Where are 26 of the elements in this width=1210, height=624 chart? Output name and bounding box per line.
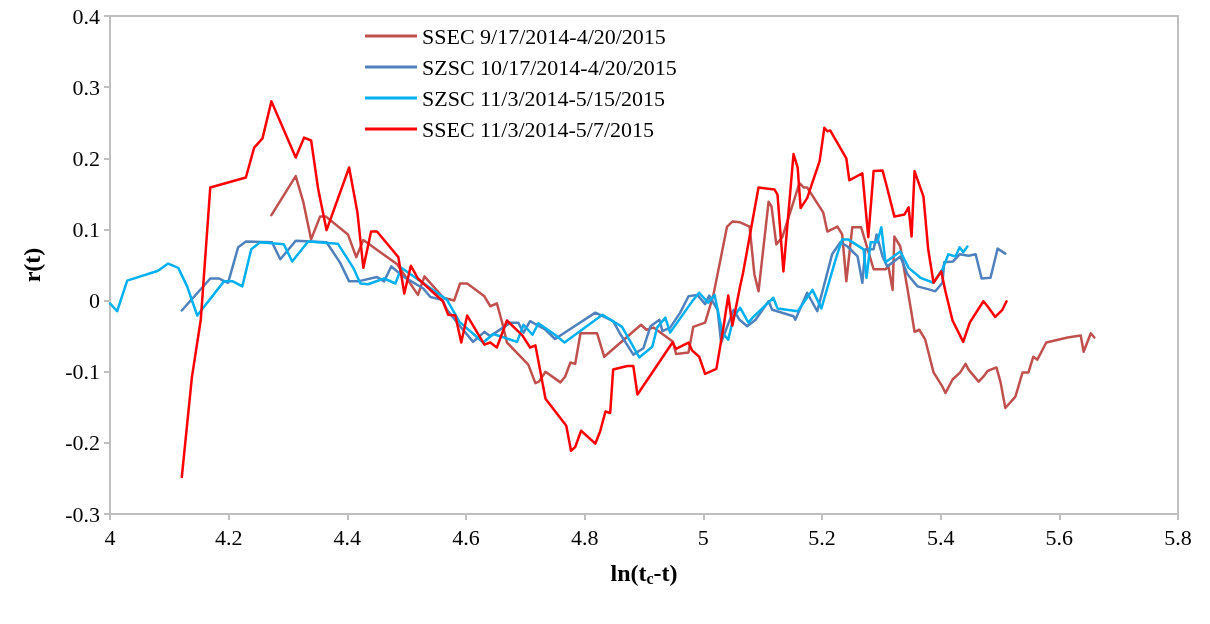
legend-label: SSEC 11/3/2014-5/7/2015 xyxy=(422,116,655,142)
y-tick-label: -0.3 xyxy=(65,501,100,527)
x-tick-label: 5.8 xyxy=(1164,524,1192,550)
x-axis-title: ln(tc-t) xyxy=(610,560,678,587)
y-tick-label: 0 xyxy=(89,288,100,314)
legend-label: SZSC 10/17/2014-4/20/2015 xyxy=(422,54,677,80)
x-tick-label: 4.6 xyxy=(452,524,480,550)
y-tick-label: 0.4 xyxy=(72,3,100,29)
x-tick-label: 5 xyxy=(697,524,709,550)
x-tick-label: 5.4 xyxy=(926,524,955,550)
legend-label: SZSC 11/3/2014-5/15/2015 xyxy=(422,85,666,111)
y-axis-title: r(t) xyxy=(19,247,45,283)
x-tick-label: 4 xyxy=(104,524,116,550)
x-tick-label: 4.8 xyxy=(570,524,599,550)
x-tick-label: 4.4 xyxy=(333,524,362,550)
x-tick-label: 5.2 xyxy=(808,524,836,550)
line-series xyxy=(270,174,1096,410)
legend-label: SSEC 9/17/2014-4/20/2015 xyxy=(422,23,666,49)
y-tick-label: 0.2 xyxy=(72,145,100,171)
y-tick-label: -0.2 xyxy=(65,430,100,456)
y-tick-label: 0.1 xyxy=(72,216,100,242)
x-tick-label: 4.2 xyxy=(214,524,243,550)
y-tick-label: -0.1 xyxy=(65,359,100,385)
y-tick-label: 0.3 xyxy=(72,74,100,100)
x-tick-label: 5.6 xyxy=(1045,524,1074,550)
line-series xyxy=(108,226,969,359)
